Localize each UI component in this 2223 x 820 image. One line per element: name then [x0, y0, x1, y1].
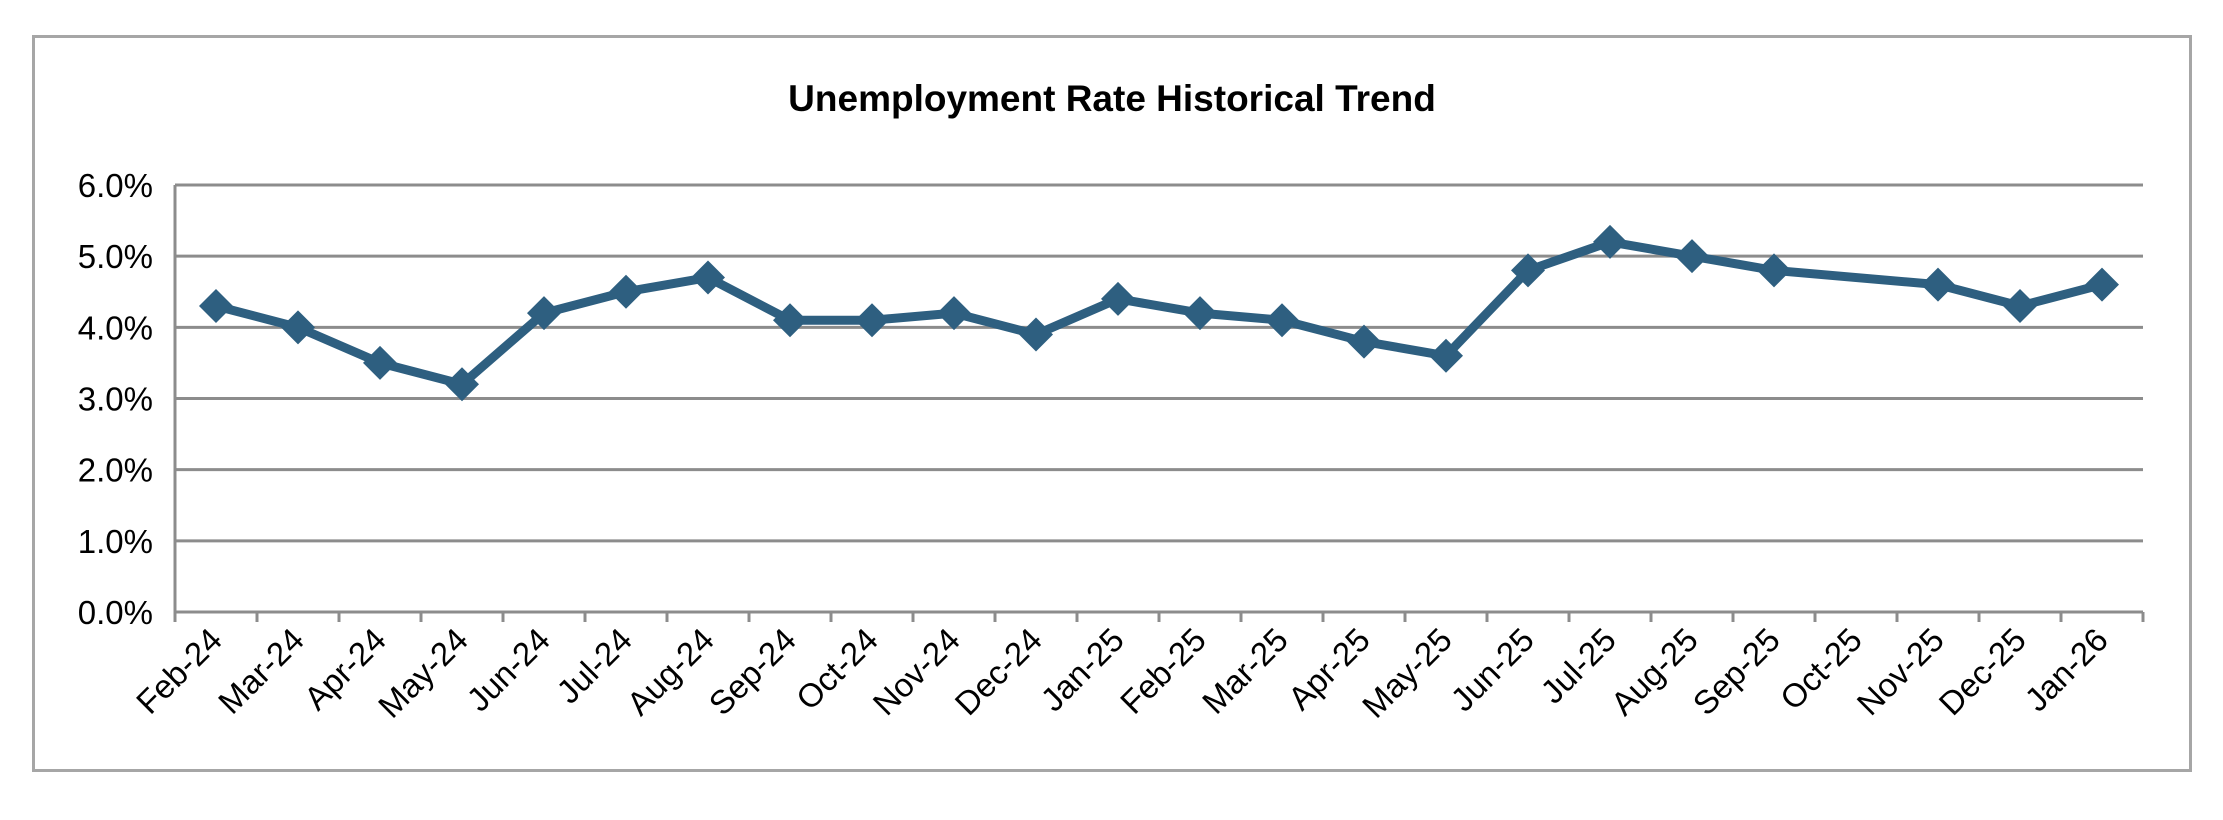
y-tick-label: 0.0% [78, 594, 153, 631]
y-tick-label: 4.0% [78, 309, 153, 346]
data-point-marker [281, 310, 315, 345]
data-point-marker [199, 288, 233, 323]
data-point-marker [1265, 303, 1299, 338]
x-tick-label: May-25 [1355, 621, 1459, 725]
data-point-marker [1757, 253, 1791, 288]
x-tick-label: Jan-26 [2017, 621, 2115, 719]
gridlines [175, 183, 2143, 543]
data-point-marker [691, 260, 725, 295]
x-tick-label: Nov-24 [866, 621, 967, 722]
data-point-marker [445, 367, 479, 402]
x-tick-label: Feb-25 [1113, 621, 1213, 721]
x-tick-label: Jun-25 [1443, 621, 1541, 719]
x-tick-label: Nov-25 [1850, 621, 1951, 722]
chart-frame: Unemployment Rate Historical Trend 0.0% 1… [32, 35, 2192, 772]
chart-title: Unemployment Rate Historical Trend [788, 78, 1436, 119]
data-point-marker [2003, 288, 2037, 323]
y-tick-label: 5.0% [78, 238, 153, 275]
x-tick-label: Dec-24 [948, 621, 1049, 722]
line-chart: Unemployment Rate Historical Trend 0.0% 1… [78, 78, 2145, 725]
data-point-marker [1019, 317, 1053, 352]
data-point-marker [855, 303, 889, 338]
x-tick-label: Mar-25 [1195, 621, 1295, 721]
y-tick-label: 1.0% [78, 523, 153, 560]
series-line-layer [211, 237, 2107, 389]
x-tick-label: Sep-24 [702, 621, 803, 722]
data-point-marker [1921, 267, 1955, 302]
x-tick-label: May-24 [371, 621, 475, 725]
y-tick-label: 3.0% [78, 381, 153, 418]
x-tick-label: Sep-25 [1686, 621, 1787, 722]
data-point-marker [363, 345, 397, 380]
data-markers [199, 224, 2119, 402]
x-tick-label: Aug-25 [1604, 621, 1705, 722]
data-point-marker [1675, 239, 1709, 274]
x-tick-label: Oct-25 [1773, 621, 1869, 717]
data-point-marker [1101, 281, 1135, 316]
data-point-marker [1347, 324, 1381, 359]
series-line [211, 237, 2107, 389]
axes [173, 185, 2145, 622]
x-tick-label: Oct-24 [789, 621, 885, 717]
data-point-marker [2085, 267, 2119, 302]
y-axis-tick-labels: 0.0% 1.0% 2.0% 3.0% 4.0% 5.0% 6.0% [78, 167, 153, 631]
data-point-marker [1429, 338, 1463, 373]
data-point-marker [527, 296, 561, 331]
data-point-marker [1183, 296, 1217, 331]
data-point-marker [1593, 224, 1627, 259]
y-tick-label: 6.0% [78, 167, 153, 204]
data-point-marker [937, 296, 971, 331]
x-axis-tick-labels: Feb-24Mar-24Apr-24May-24Jun-24Jul-24Aug-… [129, 621, 2115, 725]
data-point-marker [609, 274, 643, 309]
x-tick-label: Jun-24 [459, 621, 557, 719]
x-tick-label: Aug-24 [620, 621, 721, 722]
x-tick-label: Feb-24 [129, 621, 229, 721]
y-tick-label: 2.0% [78, 452, 153, 489]
data-point-marker [1511, 253, 1545, 288]
x-tick-label: Dec-25 [1932, 621, 2033, 722]
x-tick-label: Jan-25 [1033, 621, 1131, 719]
x-tick-label: Mar-24 [211, 621, 311, 721]
data-point-marker [773, 303, 807, 338]
